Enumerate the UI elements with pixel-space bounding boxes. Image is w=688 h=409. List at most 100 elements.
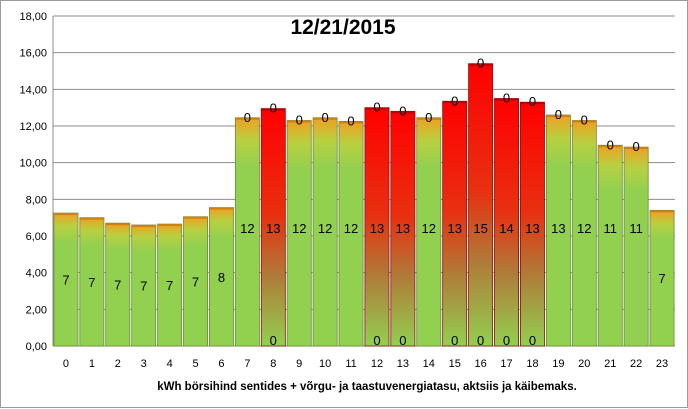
bar-hour-8 — [260, 108, 286, 347]
bar-value-label: 13 — [525, 221, 539, 236]
x-tick-label: 22 — [630, 358, 642, 370]
y-tick-label: 18,00 — [19, 11, 47, 23]
bar-value-label: 12 — [577, 221, 591, 236]
bar-base-label: 0 — [373, 333, 380, 348]
x-tick-label: 16 — [475, 358, 487, 370]
bar-value-label: 7 — [140, 279, 147, 294]
bar-top-label: 0 — [503, 91, 510, 106]
bar-value-label: 14 — [499, 221, 513, 236]
x-tick-label: 2 — [115, 358, 121, 370]
bar-top-edge — [209, 207, 234, 210]
bar-top-label: 0 — [581, 113, 588, 128]
y-tick-label: 12,00 — [19, 121, 47, 133]
bar-value-label: 7 — [62, 273, 69, 288]
x-tick-label: 8 — [270, 358, 276, 370]
x-axis-title: kWh börsihind sentides + võrgu- ja taast… — [157, 381, 577, 393]
y-tick-label: 6,00 — [26, 231, 47, 243]
x-tick-label: 9 — [296, 358, 302, 370]
x-tick-label: 1 — [89, 358, 95, 370]
x-tick-label: 12 — [371, 358, 383, 370]
bar-value-label: 13 — [266, 221, 280, 236]
bar-value-label: 7 — [114, 278, 121, 293]
bar-value-label: 15 — [473, 221, 487, 236]
x-tick-label: 23 — [656, 358, 668, 370]
bar-hour-16 — [468, 63, 494, 347]
data-labels: 7 7 7 7 7 7 8 12 0 13 0 0 12 0 12 0 12 0 13 0 0 13 0 0 12 0 13 0 0 15… — [62, 56, 665, 348]
bar-top-edge — [364, 107, 390, 110]
bar-hour-9 — [286, 120, 312, 347]
x-tick-label: 5 — [192, 358, 198, 370]
x-tick-label: 17 — [500, 358, 512, 370]
bar-hour-7 — [234, 117, 260, 347]
x-tick-label: 3 — [141, 358, 147, 370]
x-tick-label: 20 — [578, 358, 590, 370]
bar-base-label: 0 — [270, 333, 277, 348]
bar-value-label: 12 — [292, 221, 306, 236]
bars — [53, 63, 675, 347]
y-tick-label: 2,00 — [26, 304, 47, 316]
bar-top-label: 0 — [347, 113, 354, 128]
bar-top-edge — [157, 224, 182, 227]
bar-value-label: 12 — [318, 221, 332, 236]
bar-top-edge — [390, 111, 415, 114]
bar-hour-4 — [157, 223, 183, 347]
bar-value-label: 13 — [370, 221, 384, 236]
x-tick-label: 21 — [604, 358, 616, 370]
bar-hour-17 — [494, 98, 519, 347]
bar-base-label: 0 — [503, 333, 510, 348]
bar-top-edge — [442, 101, 467, 104]
x-tick-label: 19 — [552, 358, 564, 370]
bar-hour-21 — [597, 144, 623, 347]
bar-value-label: 12 — [422, 221, 436, 236]
bar-top-edge — [546, 115, 571, 117]
gridlines — [52, 15, 675, 347]
bar-base-label: 0 — [477, 333, 484, 348]
bar-top-edge — [572, 120, 597, 123]
bar-hour-5 — [183, 216, 208, 347]
bar-base-label: 0 — [529, 333, 536, 348]
y-tick-label: 0,00 — [26, 341, 47, 353]
x-tick-label: 4 — [167, 358, 173, 370]
bar-top-label: 0 — [399, 103, 406, 118]
x-tick-label: 13 — [397, 358, 409, 370]
bar-top-edge — [79, 217, 104, 220]
bar-top-label: 0 — [607, 137, 614, 152]
bar-value-label: 12 — [344, 221, 358, 236]
bar-top-edge — [494, 98, 519, 101]
bar-hour-14 — [416, 117, 442, 347]
bar-top-edge — [520, 102, 545, 105]
bar-value-label: 13 — [551, 221, 565, 236]
x-tick-label: 6 — [218, 358, 224, 370]
bar-top-edge — [416, 117, 441, 120]
bar-value-label: 12 — [240, 221, 254, 236]
x-tick-label: 10 — [319, 358, 331, 370]
bar-hour-13 — [390, 110, 416, 347]
bar-value-label: 7 — [192, 274, 199, 289]
x-tick-label: 11 — [345, 358, 356, 370]
bar-hour-20 — [571, 120, 597, 347]
y-tick-label: 4,00 — [26, 268, 47, 280]
bar-top-edge — [313, 117, 338, 120]
y-tick-label: 14,00 — [19, 84, 47, 96]
bar-hour-12 — [364, 107, 390, 347]
bar-top-label: 0 — [529, 94, 536, 109]
bar-value-label: 7 — [658, 271, 665, 286]
bar-top-label: 0 — [373, 100, 380, 115]
y-axis-ticks: 0,00 2,00 4,00 6,00 8,00 10,00 12,00 14,00 16,00… — [19, 11, 47, 353]
bar-top-label: 0 — [477, 56, 484, 71]
bar-value-label: 7 — [88, 275, 95, 290]
bar-top-edge — [235, 117, 260, 120]
y-tick-label: 8,00 — [26, 194, 47, 206]
chart-title: 12/21/2015 — [290, 16, 395, 39]
bar-top-label: 0 — [270, 101, 277, 116]
bar-hour-23 — [649, 209, 675, 347]
bar-top-edge — [624, 147, 649, 150]
bar-value-label: 13 — [396, 221, 410, 236]
bar-value-label: 13 — [447, 221, 461, 236]
y-tick-label: 16,00 — [19, 48, 47, 60]
x-tick-label: 14 — [423, 358, 435, 370]
bar-value-label: 7 — [166, 278, 173, 293]
bar-top-edge — [598, 145, 623, 148]
